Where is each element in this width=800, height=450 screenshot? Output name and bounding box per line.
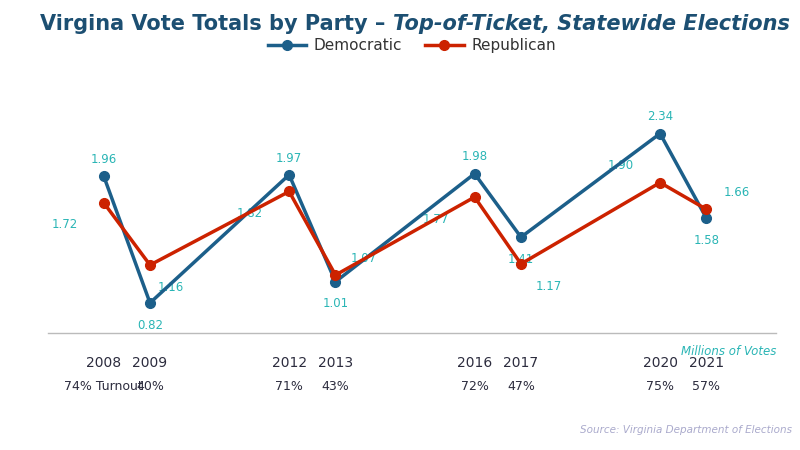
Legend: Democratic, Republican: Democratic, Republican	[262, 32, 562, 59]
Text: 1.97: 1.97	[276, 152, 302, 165]
Text: 74% Turnout: 74% Turnout	[64, 380, 143, 393]
Text: 57%: 57%	[693, 380, 721, 393]
Text: Virgina Vote Totals by Party –: Virgina Vote Totals by Party –	[40, 14, 393, 33]
Text: 2021: 2021	[689, 356, 724, 370]
Text: 1.16: 1.16	[158, 281, 184, 294]
Text: 2013: 2013	[318, 356, 353, 370]
Text: 1.90: 1.90	[608, 159, 634, 172]
Text: 1.82: 1.82	[237, 207, 263, 220]
Text: Source: Virginia Department of Elections: Source: Virginia Department of Elections	[580, 425, 792, 435]
Text: 75%: 75%	[646, 380, 674, 393]
Text: 47%: 47%	[507, 380, 535, 393]
Text: 1.98: 1.98	[462, 150, 488, 163]
Text: 2009: 2009	[133, 356, 167, 370]
Text: CIVIS·: CIVIS·	[30, 423, 72, 436]
Text: Top-of-Ticket, Statewide Elections: Top-of-Ticket, Statewide Elections	[393, 14, 790, 33]
Text: 2.34: 2.34	[647, 110, 673, 123]
Text: 43%: 43%	[322, 380, 350, 393]
Text: 1.17: 1.17	[536, 279, 562, 292]
Text: 1.07: 1.07	[350, 252, 376, 265]
Text: 72%: 72%	[461, 380, 489, 393]
Text: 0.82: 0.82	[137, 319, 163, 332]
Text: 1.77: 1.77	[422, 213, 449, 226]
Text: 1.41: 1.41	[508, 253, 534, 266]
Text: 1.01: 1.01	[322, 297, 349, 310]
Text: 1.66: 1.66	[724, 186, 750, 199]
Text: 2017: 2017	[503, 356, 538, 370]
Text: 1.96: 1.96	[90, 153, 117, 166]
Text: 2020: 2020	[642, 356, 678, 370]
Text: 71%: 71%	[275, 380, 303, 393]
Text: 1.72: 1.72	[52, 218, 78, 231]
Text: 40%: 40%	[136, 380, 164, 393]
Text: Millions of Votes: Millions of Votes	[681, 345, 776, 358]
Text: 2016: 2016	[457, 356, 492, 370]
Text: 2012: 2012	[271, 356, 306, 370]
Text: 2008: 2008	[86, 356, 122, 370]
Text: 1.58: 1.58	[694, 234, 719, 247]
